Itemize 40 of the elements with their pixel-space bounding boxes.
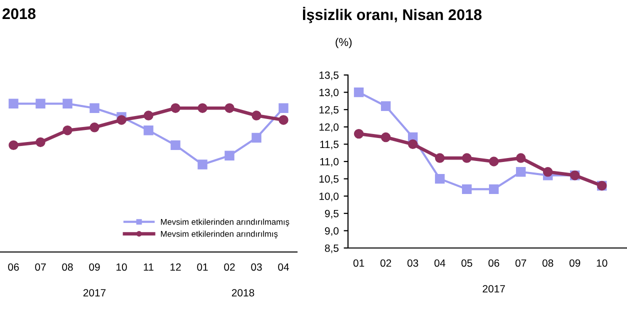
y-tick-label: 9,5: [324, 210, 339, 219]
x-tick-label: 12: [170, 263, 181, 271]
x-tick-label: 04: [278, 263, 289, 271]
y-tick-label: 8,5: [324, 244, 339, 254]
x-tick-label: 01: [353, 259, 364, 267]
x-tick-label: 10: [116, 263, 127, 271]
x-tick-label: 02: [380, 259, 392, 267]
text: 2017: [482, 285, 505, 292]
x-tick-label: 05: [461, 259, 472, 267]
legend-label: Mevsim etkilerinden arındırılmamış: [160, 218, 290, 227]
x-tick-label: 09: [89, 263, 100, 271]
y-axis-title: (%): [336, 38, 352, 48]
y-tick-label: 13,0: [319, 88, 339, 98]
x-tick-label: 02: [224, 263, 235, 271]
text: 2018: [232, 289, 254, 296]
x-tick-label: 06: [8, 263, 19, 271]
x-tick-label: 08: [542, 259, 554, 267]
y-tick-label: 10,0: [319, 192, 339, 202]
y-tick-label: 11,0: [320, 158, 339, 167]
x-tick-label: 06: [488, 259, 500, 267]
x-tick-label: 09: [569, 259, 580, 267]
y-tick-label: 13,5: [319, 72, 339, 80]
text: 2017: [83, 289, 106, 296]
x-tick-label: 10: [596, 259, 608, 267]
legend-label: Mevsim etkilerinden arındırılmış: [160, 230, 278, 238]
y-tick-label: 12,0: [319, 123, 339, 132]
y-tick-label: 9,0: [324, 227, 339, 236]
x-tick-label: 03: [407, 259, 418, 267]
y-tick-label: 10,5: [319, 175, 339, 184]
chart-title: İşsizlik oranı, Nisan 2018: [303, 6, 482, 24]
x-tick-label: 08: [62, 263, 73, 271]
x-tick-label: 03: [251, 263, 262, 271]
y-tick-label: 11,5: [320, 140, 339, 150]
x-tick-label: 07: [35, 263, 46, 271]
y-tick-label: 12,5: [319, 106, 339, 115]
x-tick-label: 04: [434, 259, 446, 267]
x-tick-label: 01: [197, 263, 208, 271]
x-tick-label: 11: [144, 263, 154, 271]
text: 2018: [2, 8, 36, 20]
x-tick-label: 07: [515, 259, 526, 267]
